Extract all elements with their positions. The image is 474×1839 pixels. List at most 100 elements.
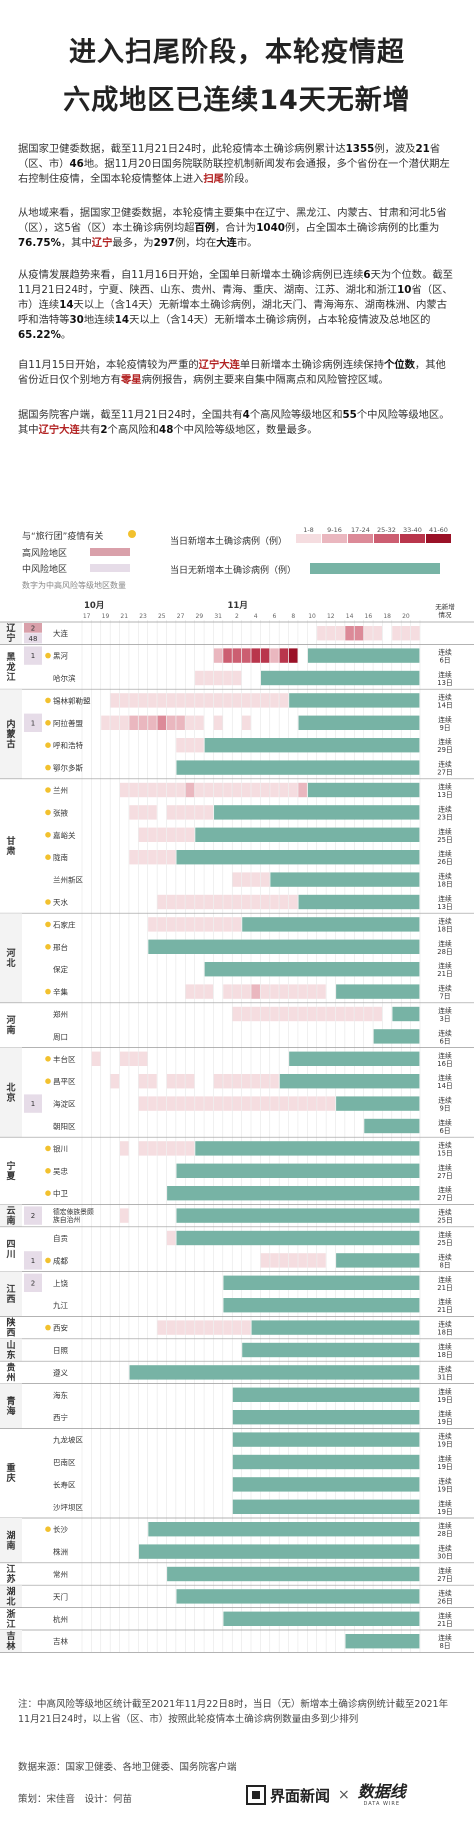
no-case-bar xyxy=(204,962,420,977)
case-cell xyxy=(242,984,251,999)
no-case-bar xyxy=(232,1454,420,1470)
case-cell xyxy=(279,1253,289,1268)
scale-label: 33-40 xyxy=(403,526,422,534)
case-cell xyxy=(195,782,204,798)
city-label: 自贡 xyxy=(53,1233,68,1243)
case-cell xyxy=(138,1096,148,1111)
city-label: 上饶 xyxy=(53,1278,68,1288)
case-cell xyxy=(148,1096,157,1111)
case-cell xyxy=(185,693,195,708)
case-cell xyxy=(129,782,138,798)
province-label: 林 xyxy=(6,1640,16,1652)
no-case-bar xyxy=(298,715,420,730)
case-cell xyxy=(148,1074,157,1089)
jiemian-logo-text: 界面新闻 xyxy=(270,1786,331,1805)
province-label: 河 xyxy=(6,1014,15,1026)
city-label: 吉林 xyxy=(53,1636,68,1646)
case-cell xyxy=(185,738,195,753)
province-band xyxy=(0,1630,22,1653)
case-cell xyxy=(307,1006,317,1022)
case-cell xyxy=(232,1006,242,1022)
paragraph-text: 据国家卫健委数据，截至11月21日24时，此轮疫情本土确诊病例累计达 xyxy=(18,143,346,155)
paragraph-text: 例，均在 xyxy=(175,237,217,249)
travel-dot-icon xyxy=(45,1168,51,1174)
case-cell xyxy=(138,1074,148,1089)
mid-risk-count: 1 xyxy=(31,719,35,727)
case-cell xyxy=(176,805,185,820)
case-cell xyxy=(91,1051,101,1066)
mid-risk-cell xyxy=(24,1251,42,1270)
case-cell xyxy=(148,917,157,932)
case-cell xyxy=(176,917,185,932)
province-label: 内 xyxy=(6,718,15,730)
case-cell xyxy=(411,626,420,641)
paragraph-text: ，其中 xyxy=(60,237,92,249)
travel-dot-icon xyxy=(45,1190,51,1196)
streak-label: 26日 xyxy=(437,1597,452,1605)
city-label: 沙坪坝区 xyxy=(53,1503,83,1512)
datawire-logo-sub: DATA WIRE xyxy=(363,1801,401,1807)
province-label: 南 xyxy=(6,1215,15,1227)
legend-travel-label: 与“旅行团”疫情有关 xyxy=(22,532,104,542)
no-case-bar xyxy=(364,1118,420,1134)
case-cell xyxy=(204,693,214,708)
streak-label: 连续 xyxy=(438,1409,452,1418)
day-tick-label: 4 xyxy=(254,613,258,620)
travel-dot-icon xyxy=(45,742,51,748)
mid-risk-cell xyxy=(24,1273,42,1292)
no-case-bar xyxy=(148,1522,420,1537)
streak-label: 连续 xyxy=(438,1588,452,1597)
case-cell xyxy=(242,894,251,910)
streak-label: 19日 xyxy=(437,1485,452,1493)
paragraph-text: 据国务院客户端，截至11月21日24时，全国共有 xyxy=(18,409,243,421)
case-cell xyxy=(279,1006,289,1022)
streak-label: 31日 xyxy=(437,1373,452,1381)
streak-label: 连续 xyxy=(438,804,452,813)
case-cell xyxy=(148,782,157,798)
no-case-bar xyxy=(167,1186,420,1201)
city-label: 常州 xyxy=(53,1570,68,1579)
city-label: 族自治州 xyxy=(53,1215,80,1224)
province-band xyxy=(0,622,22,645)
case-cell xyxy=(288,894,298,910)
case-cell xyxy=(232,1074,242,1089)
case-cell xyxy=(307,1096,317,1111)
day-tick-label: 2 xyxy=(235,613,239,620)
scale-label: 41-60 xyxy=(429,526,448,534)
paragraph-text: 病例报告，病例主要来自集中隔离点和风险管控区域。 xyxy=(141,374,389,386)
city-label: 石家庄 xyxy=(53,919,76,929)
day-tick-label: 16 xyxy=(365,613,373,620)
streak-label: 连续 xyxy=(438,1387,452,1396)
day-tick-label: 10 xyxy=(308,613,316,620)
streak-label: 连续 xyxy=(438,1544,452,1553)
case-cell xyxy=(223,1074,232,1089)
case-cell xyxy=(251,693,260,708)
no-case-bar xyxy=(232,1477,420,1492)
paragraph-text: 自11月15日开始，本轮疫情较为严重的 xyxy=(18,359,199,371)
case-cell xyxy=(166,1230,176,1246)
case-cell xyxy=(242,648,251,663)
no-case-bar xyxy=(336,984,420,999)
paragraph-text: 省（区、市） xyxy=(18,143,441,170)
case-cell xyxy=(345,626,354,641)
city-label: 张掖 xyxy=(53,807,68,817)
case-cell xyxy=(204,1096,214,1111)
legend-no-cases: 当日无新增本土确诊病例（例） xyxy=(170,566,297,576)
case-cell xyxy=(110,1074,120,1089)
no-case-bar xyxy=(129,1365,420,1380)
case-cell xyxy=(232,872,242,887)
case-cell xyxy=(242,715,251,730)
city-label: 吴忠 xyxy=(53,1167,68,1176)
streak-label: 连续 xyxy=(438,872,452,881)
no-case-bar xyxy=(298,894,420,910)
case-cell xyxy=(166,782,176,798)
province-label: 河 xyxy=(6,947,15,959)
province-label: 湖 xyxy=(6,1585,15,1597)
case-cell xyxy=(157,827,167,842)
case-cell xyxy=(166,1320,176,1335)
streak-label: 19日 xyxy=(437,1508,452,1516)
streak-label: 18日 xyxy=(437,881,452,889)
scale-swatch xyxy=(374,534,399,543)
paragraph-text: 从地域来看，据国家卫健委数据，本轮疫情主要集中在辽宁、黑龙江、内蒙古、甘肃和河北… xyxy=(18,207,447,234)
province-band xyxy=(0,1383,22,1429)
